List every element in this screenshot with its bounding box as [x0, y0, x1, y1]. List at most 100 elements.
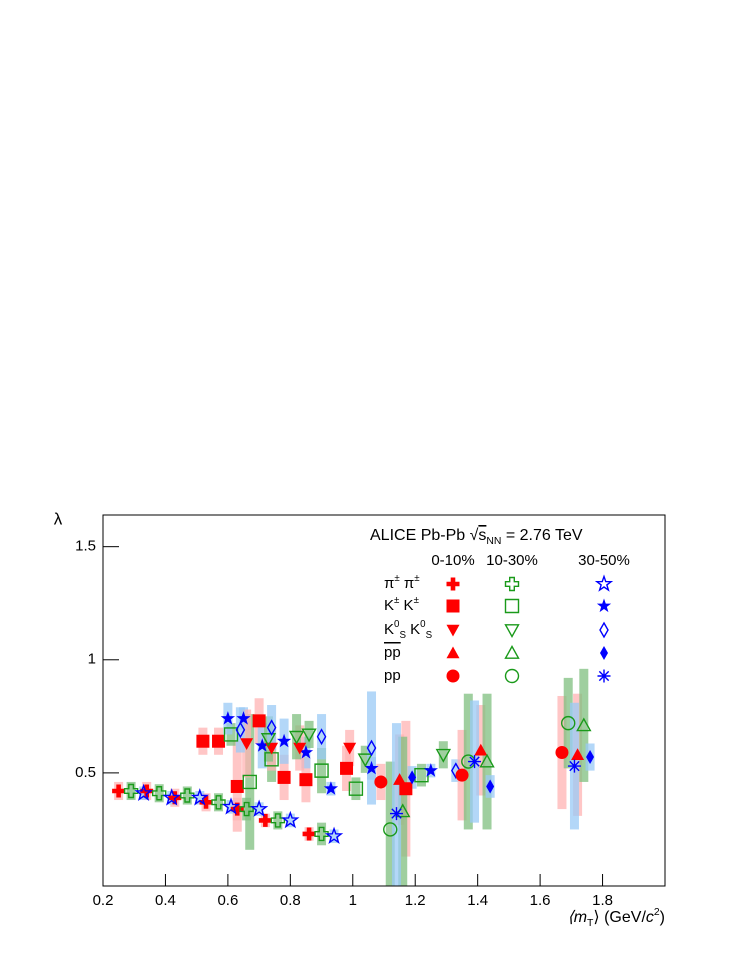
- marker: [123, 783, 139, 799]
- marker: [255, 738, 270, 752]
- marker: [314, 826, 329, 842]
- marker: [555, 746, 569, 760]
- legend-marker: [446, 669, 460, 683]
- sys-band: [245, 714, 255, 850]
- marker: [479, 753, 495, 768]
- marker: [366, 739, 377, 757]
- sys-band: [267, 705, 277, 751]
- x-axis-label-part: c: [646, 909, 654, 926]
- marker: [586, 750, 595, 765]
- x-tick-label: 0.8: [280, 892, 301, 909]
- x-axis-label-part: ⟩ (GeV/: [593, 909, 646, 926]
- x-tick-label: 1.6: [530, 892, 551, 909]
- sys-band: [195, 790, 205, 805]
- legend-label: K0S K0S: [384, 619, 433, 641]
- sys-band: [154, 784, 164, 803]
- marker: [112, 784, 126, 798]
- sys-band: [126, 781, 136, 801]
- marker: [230, 802, 244, 816]
- legend-marker: [504, 598, 520, 614]
- annotation-part: ALICE Pb-Pb: [370, 527, 470, 544]
- marker: [242, 774, 257, 790]
- marker: [152, 786, 167, 801]
- sys-band: [391, 723, 401, 886]
- marker: [314, 763, 329, 778]
- legend-label-part: ±: [394, 595, 400, 606]
- legend-label-part: K: [384, 621, 394, 638]
- marker: [270, 813, 286, 828]
- markers: [112, 711, 595, 845]
- marker: [451, 762, 461, 780]
- plot-frame: [102, 514, 666, 887]
- legend-column: 30-50%: [578, 552, 630, 569]
- sys-band: [292, 714, 302, 760]
- legend-label: pp: [384, 644, 401, 661]
- marker: [299, 773, 313, 787]
- marker: [357, 753, 373, 768]
- bands: [114, 668, 595, 886]
- marker: [389, 807, 403, 821]
- marker: [571, 748, 585, 760]
- marker: [423, 763, 438, 777]
- sys-band: [317, 748, 327, 794]
- legend-label: π± π±: [384, 573, 420, 592]
- sys-band: [398, 736, 408, 886]
- legend-label-part: pp: [384, 667, 401, 684]
- marker: [240, 738, 254, 750]
- marker: [212, 734, 226, 748]
- x-axis-label-part: 2: [654, 907, 660, 918]
- sys-band: [273, 811, 283, 830]
- legend-column: 0-10%: [431, 552, 474, 569]
- marker: [162, 788, 181, 806]
- marker: [364, 760, 379, 775]
- sys-band: [182, 786, 192, 805]
- legend-marker: [504, 576, 520, 592]
- legend-marker: [446, 624, 460, 637]
- marker: [298, 745, 314, 759]
- annotation-part: NN: [486, 536, 501, 547]
- legend-marker: [504, 624, 520, 638]
- legend-label-part: ±: [414, 595, 420, 606]
- marker: [258, 813, 272, 827]
- x-axis-label: ⟨mT⟩ (GeV/c2): [567, 907, 665, 929]
- legend-marker: [594, 574, 614, 592]
- marker: [316, 728, 327, 746]
- legend-label-part: pp: [384, 644, 401, 661]
- marker: [180, 788, 195, 803]
- x-tick-label: 1.4: [467, 892, 488, 909]
- marker: [260, 733, 277, 747]
- marker: [468, 755, 482, 769]
- x-tick-label: 1: [349, 892, 357, 909]
- legend-label-part: K: [406, 621, 420, 638]
- marker: [561, 715, 576, 731]
- marker: [374, 775, 388, 789]
- marker: [236, 711, 251, 725]
- sys-band: [563, 677, 573, 769]
- legend-label-part: K: [399, 597, 413, 614]
- sys-band: [254, 802, 264, 816]
- x-tick-label: 0.2: [93, 892, 114, 909]
- legend-label: pp: [384, 667, 401, 684]
- annotation: ALICE Pb-Pb √sNN = 2.76 TeV: [370, 527, 583, 547]
- marker: [302, 827, 316, 841]
- marker: [199, 795, 213, 809]
- legend-marker: [504, 645, 520, 659]
- marker: [249, 799, 269, 817]
- annotation-part: s: [478, 527, 486, 544]
- sys-band: [351, 777, 361, 801]
- y-tick-label: 1.5: [75, 538, 96, 555]
- legend-label-part: S: [426, 630, 433, 641]
- marker: [239, 801, 254, 817]
- y-axis-label: λ: [54, 509, 63, 528]
- annotation-part: = 2.76 TeV: [501, 527, 582, 544]
- legend-label-part: π: [400, 575, 415, 592]
- legend-label-part: S: [399, 630, 406, 641]
- sys-band: [367, 691, 377, 805]
- marker: [343, 742, 357, 755]
- marker: [408, 770, 417, 785]
- marker: [393, 773, 407, 785]
- y-tick-label: 1: [88, 651, 96, 668]
- legend-marker: [446, 599, 460, 613]
- marker: [252, 714, 266, 728]
